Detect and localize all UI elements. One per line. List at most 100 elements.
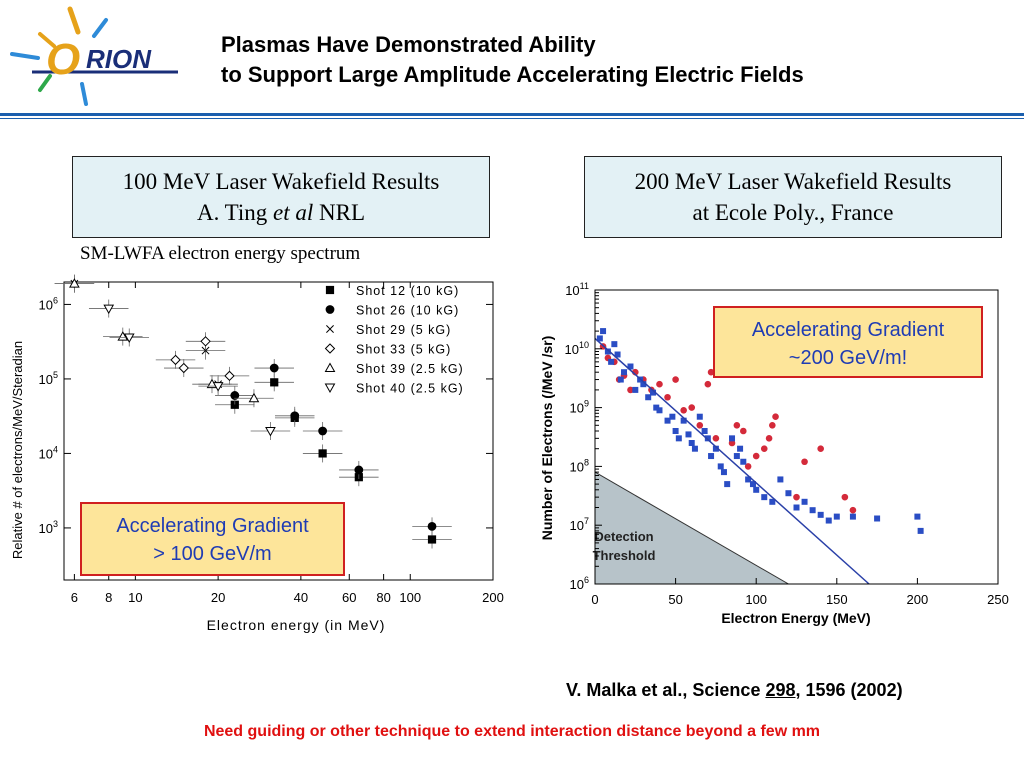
right-data-point <box>617 376 624 383</box>
left-plot-frame <box>63 281 494 581</box>
right-data-point <box>749 481 756 488</box>
citation-authors: V. Malka et al., Science <box>566 680 766 700</box>
header-rule <box>0 113 1024 116</box>
right-data-point <box>701 427 708 434</box>
right-y-axis-label: Number of Electrons (/MeV /sr) <box>539 336 555 541</box>
right-data-point <box>704 435 711 442</box>
right-x-tick-label: 150 <box>826 592 848 607</box>
left-data-point <box>54 274 95 293</box>
left-data-point <box>254 373 294 392</box>
left-data-point <box>103 327 143 346</box>
right-data-point <box>707 368 715 376</box>
right-x-axis-label: Electron Energy (MeV) <box>721 610 870 626</box>
left-box-institution: NRL <box>313 200 366 225</box>
left-legend-entry: Shot 29 (5 kG) <box>326 323 450 337</box>
left-box-author: A. Ting <box>196 200 274 225</box>
right-data-point <box>740 458 747 465</box>
page-title: Plasmas Have Demonstrated Ability to Sup… <box>221 30 804 90</box>
right-data-point <box>841 493 849 501</box>
left-y-axis-label: Relative # of electrons/MeV/Steradian <box>10 341 25 559</box>
right-results-box: 200 MeV Laser Wakefield Results at Ecole… <box>584 156 1002 238</box>
left-data-point <box>234 389 274 408</box>
right-data-point <box>600 328 607 335</box>
left-data-point <box>215 386 255 405</box>
fit-line <box>594 337 870 585</box>
left-data-point <box>155 350 196 369</box>
logo-o-letter: O <box>46 35 80 84</box>
right-data-point <box>733 422 741 429</box>
right-data-point <box>772 413 779 421</box>
right-data-point <box>793 493 800 501</box>
title-line-1: Plasmas Have Demonstrated Ability <box>221 32 596 57</box>
left-gradient-line-1: Accelerating Gradient <box>116 515 309 537</box>
right-data-point <box>825 517 832 524</box>
left-legend-entry: Shot 39 (2.5 kG) <box>324 362 464 376</box>
right-data-point <box>745 476 752 483</box>
right-data-point <box>627 386 634 394</box>
right-spectrum-chart: Detection Threshold 0 50 100 150 200 250 106 10… <box>539 281 1009 626</box>
left-legend-label: Shot 26 (10 kG) <box>356 304 459 318</box>
right-data-point <box>611 341 618 348</box>
right-data-point <box>817 511 824 518</box>
footnote: Need guiding or other technique to exten… <box>203 723 821 740</box>
left-y-tick-label: 105 <box>39 370 58 387</box>
right-data-point <box>717 463 724 470</box>
left-legend-entry: Shot 26 (10 kG) <box>325 304 459 318</box>
left-y-tick-label: 104 <box>39 444 58 461</box>
right-data-point <box>664 417 671 424</box>
left-data-point <box>412 517 452 536</box>
right-y-tick-label: 1011 <box>565 281 589 298</box>
left-x-tick-label: 8 <box>105 590 112 605</box>
right-data-point <box>724 481 731 488</box>
detection-threshold-label-1: Detection <box>594 529 653 544</box>
left-legend-label: Shot 39 (2.5 kG) <box>356 362 464 376</box>
right-data-point <box>608 358 615 365</box>
right-data-point <box>914 513 921 520</box>
right-data-point <box>656 380 663 388</box>
right-data-point <box>680 417 687 424</box>
left-results-box: 100 MeV Laser Wakefield Results A. Ting … <box>72 156 490 238</box>
left-x-tick-label: 100 <box>399 590 421 605</box>
right-data-point <box>728 439 736 447</box>
right-data-point <box>744 463 752 470</box>
right-x-tick-label: 50 <box>668 592 682 607</box>
right-data-point <box>761 494 768 501</box>
right-data-point <box>752 452 760 460</box>
left-gradient-line-2: > 100 GeV/m <box>153 543 272 565</box>
left-legend-entry: Shot 40 (2.5 kG) <box>324 382 464 396</box>
left-legend-label: Shot 33 (5 kG) <box>356 343 451 357</box>
right-data-point <box>849 506 857 514</box>
left-data-point <box>254 359 294 378</box>
left-x-axis-label: Electron energy (in MeV) <box>207 617 386 633</box>
left-x-tick-label: 6 <box>71 590 78 605</box>
right-data-point <box>669 413 676 420</box>
right-data-point <box>672 427 679 434</box>
right-data-point <box>769 422 776 429</box>
right-data-point <box>753 486 760 493</box>
left-spectrum-chart: 6 8 10 20 40 60 80 100 200 106 105 104 103 Shot 12 (… <box>10 274 504 633</box>
right-data-point <box>696 422 704 429</box>
right-data-point <box>645 394 652 401</box>
right-data-point <box>760 445 768 452</box>
left-x-tick-label: 40 <box>294 590 308 605</box>
right-data-point <box>704 380 712 388</box>
right-data-point <box>680 406 687 414</box>
right-plot-frame <box>594 289 999 585</box>
right-data-point <box>596 335 603 342</box>
left-box-line-1: 100 MeV Laser Wakefield Results <box>122 169 440 194</box>
title-line-2: to Support Large Amplitude Accelerating … <box>221 62 804 87</box>
right-data-point <box>777 476 784 483</box>
right-data-point <box>712 445 719 452</box>
right-data-point <box>809 507 816 514</box>
right-data-point <box>817 445 824 452</box>
right-data-point <box>691 445 698 452</box>
right-data-point <box>712 435 720 442</box>
left-legend-label: Shot 40 (2.5 kG) <box>356 382 464 396</box>
left-x-tick-label: 80 <box>376 590 390 605</box>
right-data-point <box>621 369 628 376</box>
right-data-point <box>740 427 747 435</box>
right-data-point <box>675 435 682 442</box>
right-y-tick-label: 109 <box>570 399 589 416</box>
right-data-point <box>833 513 840 520</box>
citation-volume: 298 <box>765 680 796 700</box>
